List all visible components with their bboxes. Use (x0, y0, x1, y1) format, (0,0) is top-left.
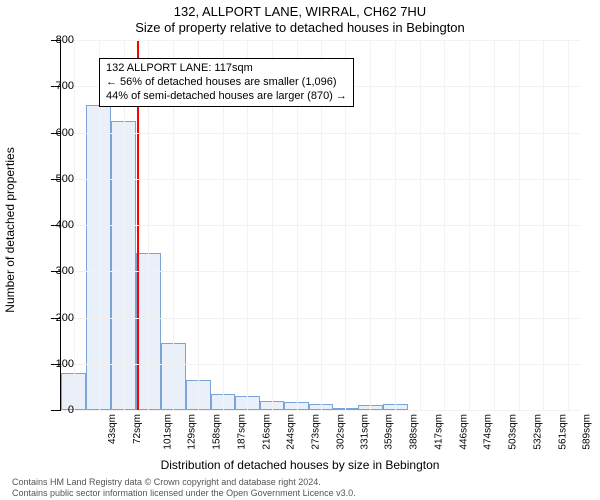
xtick-label: 561sqm (558, 414, 569, 450)
gridline-v (519, 40, 520, 410)
attribution-line2: Contains public sector information licen… (12, 488, 600, 498)
page-title-line1: 132, ALLPORT LANE, WIRRAL, CH62 7HU (0, 4, 600, 19)
annotation-line2: ← 56% of detached houses are smaller (1,… (106, 76, 347, 90)
annotation-line3: 44% of semi-detached houses are larger (… (106, 90, 347, 104)
gridline-v (74, 40, 75, 410)
ytick-label: 600 (56, 127, 74, 139)
x-axis-label: Distribution of detached houses by size … (0, 458, 600, 472)
xtick-label: 532sqm (533, 414, 544, 450)
gridline-v (444, 40, 445, 410)
xtick-label: 187sqm (236, 414, 247, 450)
ytick-label: 400 (56, 219, 74, 231)
ytick-label: 500 (56, 173, 74, 185)
xtick-label: 388sqm (409, 414, 420, 450)
plot-area: 132 ALLPORT LANE: 117sqm ← 56% of detach… (60, 40, 581, 411)
attribution: Contains HM Land Registry data © Crown c… (0, 477, 600, 498)
gridline-v (568, 40, 569, 410)
xtick-label: 244sqm (285, 414, 296, 450)
ytick-label: 700 (56, 80, 74, 92)
ytick-label: 800 (56, 34, 74, 46)
xtick-label: 474sqm (483, 414, 494, 450)
xtick-label: 446sqm (459, 414, 470, 450)
gridline-v (420, 40, 421, 410)
xtick-label: 417sqm (434, 414, 445, 450)
y-axis-label: Number of detached properties (3, 147, 17, 312)
xtick-label: 503sqm (508, 414, 519, 450)
xtick-label: 273sqm (310, 414, 321, 450)
gridline-v (494, 40, 495, 410)
gridline-v (395, 40, 396, 410)
xtick-label: 72sqm (132, 414, 143, 444)
xtick-label: 216sqm (261, 414, 272, 450)
annotation-box: 132 ALLPORT LANE: 117sqm ← 56% of detach… (99, 58, 354, 107)
xtick-label: 589sqm (582, 414, 593, 450)
xtick-label: 331sqm (360, 414, 371, 450)
gridline-v (370, 40, 371, 410)
xtick-label: 158sqm (211, 414, 222, 450)
xtick-label: 43sqm (107, 414, 118, 444)
gridline-h (61, 410, 581, 411)
ytick-label: 200 (56, 312, 74, 324)
ytick-label: 100 (56, 358, 74, 370)
gridline-v (543, 40, 544, 410)
xtick-label: 359sqm (384, 414, 395, 450)
gridline-v (469, 40, 470, 410)
figure: 132, ALLPORT LANE, WIRRAL, CH62 7HU Size… (0, 0, 600, 500)
page-title-line2: Size of property relative to detached ho… (0, 20, 600, 35)
annotation-line1: 132 ALLPORT LANE: 117sqm (106, 62, 347, 76)
ytick-label: 300 (56, 265, 74, 277)
ytick-label: 0 (68, 404, 74, 416)
attribution-line1: Contains HM Land Registry data © Crown c… (12, 477, 600, 487)
xtick-label: 129sqm (186, 414, 197, 450)
xtick-label: 101sqm (162, 414, 173, 450)
xtick-label: 302sqm (335, 414, 346, 450)
